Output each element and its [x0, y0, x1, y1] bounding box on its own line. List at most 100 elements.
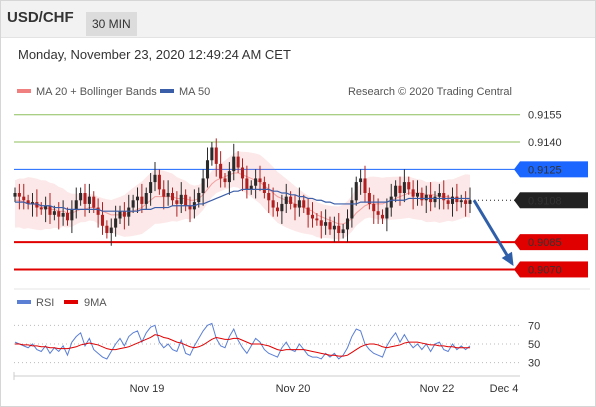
candle-body	[219, 163, 223, 179]
candle-body	[170, 193, 175, 201]
candle-body	[144, 193, 148, 204]
candle-body	[407, 182, 411, 190]
candle-body	[157, 174, 161, 190]
candle-body	[153, 174, 157, 183]
symbol-label: USD/CHF	[7, 9, 74, 26]
rsi-ma-line	[15, 334, 470, 357]
candle-body	[464, 200, 468, 204]
candle-body	[385, 207, 389, 219]
level-badge-arrow	[514, 261, 520, 278]
level-badge-0.9070	[520, 261, 588, 278]
candle-body	[22, 196, 26, 201]
candle-body	[236, 156, 240, 168]
candle-body	[179, 194, 183, 204]
timeframe-badge[interactable]: 30 MIN	[86, 12, 137, 36]
candle-body	[61, 213, 65, 217]
rsi-tick-30: 30	[528, 358, 540, 370]
level-label-0.9140: 0.9140	[528, 137, 562, 149]
candle-body	[48, 205, 52, 215]
candle-body	[420, 193, 424, 201]
rsi-tick-50: 50	[528, 339, 540, 351]
candle-body	[315, 218, 319, 221]
candle-body	[140, 196, 144, 204]
candle-body	[468, 200, 472, 204]
candle-body	[79, 193, 83, 201]
candle-body	[380, 214, 385, 219]
candle-body	[114, 218, 118, 228]
candle-body	[341, 229, 345, 234]
candle-body	[127, 207, 131, 217]
candle-body	[175, 200, 179, 204]
candle-body	[293, 203, 297, 208]
candle-body	[74, 200, 78, 210]
candle-body	[289, 196, 293, 204]
candle-body	[446, 200, 450, 204]
candle-body	[17, 193, 21, 197]
candle-body	[459, 200, 463, 203]
candle-body	[324, 222, 328, 226]
candle-body	[100, 214, 105, 226]
candle-body	[372, 203, 376, 212]
candle-body	[57, 211, 61, 217]
level-badge-arrow	[514, 192, 520, 209]
credit-label: Research © 2020 Trading Central	[348, 86, 512, 98]
candle-body	[214, 147, 218, 164]
legend-rsi: RSI	[36, 297, 54, 309]
x-tick-nov-22: Nov 22	[420, 383, 455, 395]
rsi-line	[14, 322, 471, 360]
candle-body	[232, 156, 236, 172]
candle-body	[363, 178, 367, 193]
candle-body	[223, 178, 227, 183]
candle-body	[350, 200, 354, 219]
candle-body	[376, 211, 380, 215]
candle-body	[249, 185, 253, 190]
candle-body	[258, 178, 262, 183]
candle-body	[197, 193, 201, 203]
level-label-0.9108: 0.9108	[528, 195, 562, 207]
candle-body	[65, 213, 70, 221]
candle-body	[105, 225, 109, 234]
candle-body	[424, 194, 428, 201]
legend-ma50: MA 50	[179, 86, 210, 98]
x-tick-nov-20: Nov 20	[276, 383, 311, 395]
candle-body	[210, 147, 214, 161]
x-tick-dec-4: Dec 4	[490, 383, 519, 395]
candle-body	[35, 202, 39, 208]
candle-body	[26, 200, 30, 204]
candle-body	[284, 196, 288, 204]
candle-body	[332, 225, 336, 230]
candle-body	[319, 220, 323, 226]
candle-body	[122, 211, 126, 217]
level-label-0.9070: 0.9070	[528, 264, 562, 276]
candle-body	[245, 178, 249, 190]
candle-body	[359, 178, 363, 183]
legend-swatch-ma50	[160, 89, 174, 93]
level-badge-0.9108	[520, 192, 588, 209]
candle-body	[52, 211, 56, 215]
candle-body	[337, 225, 341, 234]
forecast-arrow-head	[501, 251, 514, 267]
candle-body	[83, 193, 87, 204]
candle-body	[398, 185, 402, 193]
candle-body	[354, 182, 358, 201]
candle-body	[455, 196, 459, 203]
candle-body	[367, 193, 371, 204]
candle-body	[415, 193, 420, 197]
candle-body	[96, 207, 100, 215]
candle-body	[254, 178, 258, 186]
candle-body	[188, 205, 192, 210]
chart-header: USD/CHF 30 MIN	[1, 1, 595, 38]
candle-body	[87, 196, 91, 204]
candle-body	[450, 196, 455, 204]
candle-body	[310, 214, 315, 219]
x-tick-nov-19: Nov 19	[130, 383, 165, 395]
level-label-0.9155: 0.9155	[528, 110, 562, 122]
candle-body	[306, 207, 310, 215]
forecast-arrow-line	[472, 199, 514, 265]
candle-body	[267, 193, 271, 201]
candle-body	[184, 194, 188, 206]
candle-body	[92, 196, 96, 208]
level-badge-arrow	[514, 234, 520, 251]
